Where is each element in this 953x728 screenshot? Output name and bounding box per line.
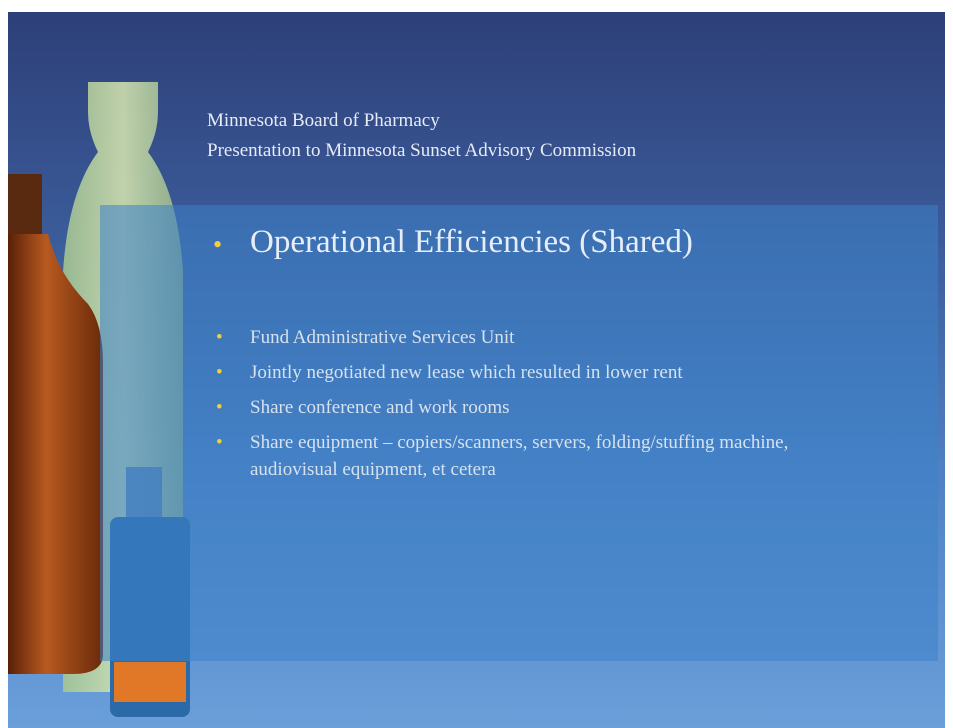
bullet-item: Share conference and work rooms [208, 394, 848, 421]
header-line: Presentation to Minnesota Sunset Advisor… [207, 140, 636, 162]
bullet-item: Share equipment – copiers/scanners, serv… [208, 429, 848, 483]
page: Minnesota Board of Pharmacy Presentation… [0, 0, 953, 728]
title-bullet: • [213, 230, 222, 260]
brown-stopper [8, 174, 42, 234]
bullet-list: Fund Administrative Services Unit Jointly… [208, 324, 848, 491]
header-line: Minnesota Board of Pharmacy [207, 110, 440, 132]
label [114, 662, 186, 702]
slide: Minnesota Board of Pharmacy Presentation… [8, 12, 945, 728]
bullet-item: Jointly negotiated new lease which resul… [208, 359, 848, 386]
bullet-item: Fund Administrative Services Unit [208, 324, 848, 351]
slide-title: Operational Efficiencies (Shared) [250, 224, 693, 261]
